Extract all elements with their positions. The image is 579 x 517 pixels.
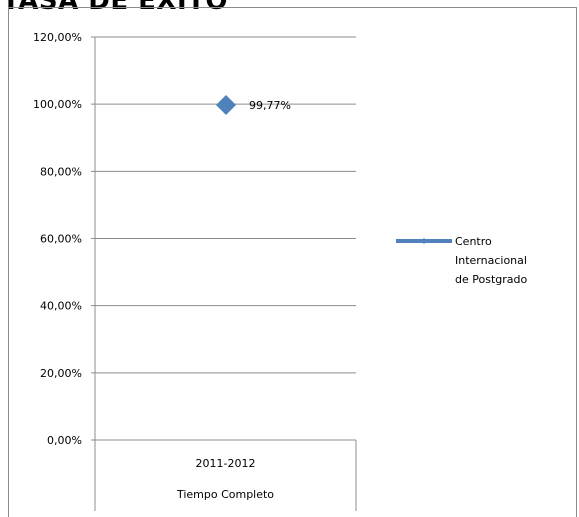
data-point-marker <box>216 94 236 115</box>
y-tick-label: 100,00% <box>33 98 82 111</box>
legend-label: Centro Internacional de Postgrado <box>455 235 527 286</box>
page-title: TASA DE EXITO <box>2 0 228 16</box>
x-category-label: 2011-2012 <box>196 457 256 470</box>
data-label: 99,77% <box>249 99 291 112</box>
y-tick-label: 120,00% <box>33 31 82 44</box>
y-tick-label: 80,00% <box>40 165 82 178</box>
x-category-sublabel: Tiempo Completo <box>176 488 274 501</box>
chart-frame <box>8 7 577 517</box>
y-tick-label: 20,00% <box>40 367 82 380</box>
y-tick-label: 40,00% <box>40 300 82 313</box>
y-tick-label: 60,00% <box>40 233 82 246</box>
legend-marker <box>421 238 427 244</box>
y-tick-label: 0,00% <box>47 434 82 447</box>
